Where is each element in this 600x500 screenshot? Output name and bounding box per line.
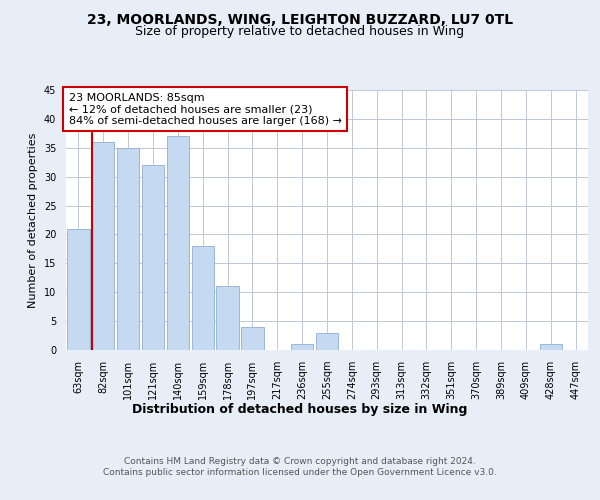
Bar: [191, 246, 214, 350]
Bar: [67, 228, 89, 350]
Bar: [92, 142, 115, 350]
Bar: [241, 327, 263, 350]
Text: Size of property relative to detached houses in Wing: Size of property relative to detached ho…: [136, 25, 464, 38]
Text: 23 MOORLANDS: 85sqm
← 12% of detached houses are smaller (23)
84% of semi-detach: 23 MOORLANDS: 85sqm ← 12% of detached ho…: [68, 92, 341, 126]
Bar: [539, 344, 562, 350]
Text: Distribution of detached houses by size in Wing: Distribution of detached houses by size …: [133, 402, 467, 415]
Bar: [117, 148, 139, 350]
Y-axis label: Number of detached properties: Number of detached properties: [28, 132, 38, 308]
Bar: [316, 332, 338, 350]
Bar: [291, 344, 313, 350]
Text: 23, MOORLANDS, WING, LEIGHTON BUZZARD, LU7 0TL: 23, MOORLANDS, WING, LEIGHTON BUZZARD, L…: [87, 12, 513, 26]
Bar: [217, 286, 239, 350]
Bar: [167, 136, 189, 350]
Text: Contains HM Land Registry data © Crown copyright and database right 2024.
Contai: Contains HM Land Registry data © Crown c…: [103, 458, 497, 477]
Bar: [142, 165, 164, 350]
